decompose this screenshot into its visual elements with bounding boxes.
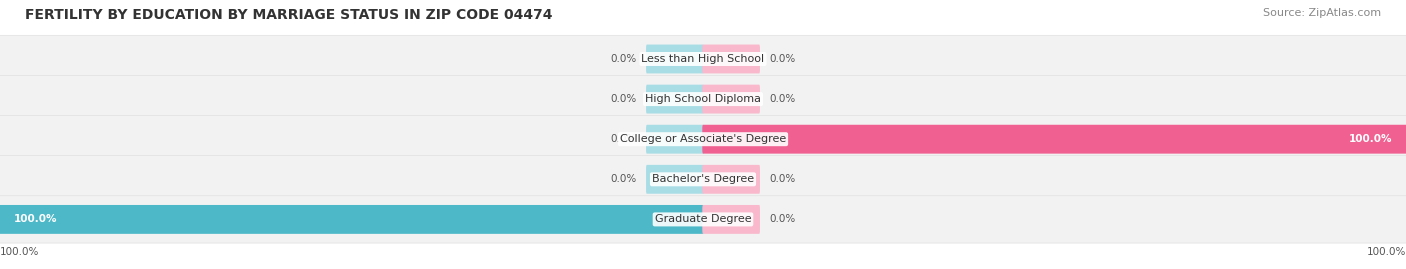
FancyBboxPatch shape	[0, 35, 1406, 83]
Text: 100.0%: 100.0%	[1348, 134, 1392, 144]
FancyBboxPatch shape	[647, 125, 704, 154]
Text: 0.0%: 0.0%	[770, 214, 796, 224]
FancyBboxPatch shape	[703, 205, 759, 234]
FancyBboxPatch shape	[703, 85, 759, 114]
Text: 100.0%: 100.0%	[0, 247, 39, 257]
FancyBboxPatch shape	[0, 75, 1406, 123]
FancyBboxPatch shape	[647, 45, 704, 73]
Text: 0.0%: 0.0%	[610, 174, 637, 184]
FancyBboxPatch shape	[703, 165, 759, 194]
Text: 0.0%: 0.0%	[610, 134, 637, 144]
Text: Graduate Degree: Graduate Degree	[655, 214, 751, 224]
Text: 0.0%: 0.0%	[770, 174, 796, 184]
FancyBboxPatch shape	[0, 205, 704, 234]
Text: High School Diploma: High School Diploma	[645, 94, 761, 104]
Text: Less than High School: Less than High School	[641, 54, 765, 64]
FancyBboxPatch shape	[0, 196, 1406, 243]
FancyBboxPatch shape	[0, 156, 1406, 203]
FancyBboxPatch shape	[647, 165, 704, 194]
Text: Bachelor's Degree: Bachelor's Degree	[652, 174, 754, 184]
Text: 0.0%: 0.0%	[610, 54, 637, 64]
Text: Source: ZipAtlas.com: Source: ZipAtlas.com	[1263, 8, 1381, 18]
Text: 0.0%: 0.0%	[770, 54, 796, 64]
Text: College or Associate's Degree: College or Associate's Degree	[620, 134, 786, 144]
Text: 100.0%: 100.0%	[14, 214, 58, 224]
Text: 100.0%: 100.0%	[1367, 247, 1406, 257]
FancyBboxPatch shape	[703, 125, 1406, 154]
Text: 0.0%: 0.0%	[770, 94, 796, 104]
Text: 0.0%: 0.0%	[610, 94, 637, 104]
FancyBboxPatch shape	[0, 115, 1406, 163]
Text: FERTILITY BY EDUCATION BY MARRIAGE STATUS IN ZIP CODE 04474: FERTILITY BY EDUCATION BY MARRIAGE STATU…	[25, 8, 553, 22]
FancyBboxPatch shape	[703, 45, 759, 73]
FancyBboxPatch shape	[647, 85, 704, 114]
